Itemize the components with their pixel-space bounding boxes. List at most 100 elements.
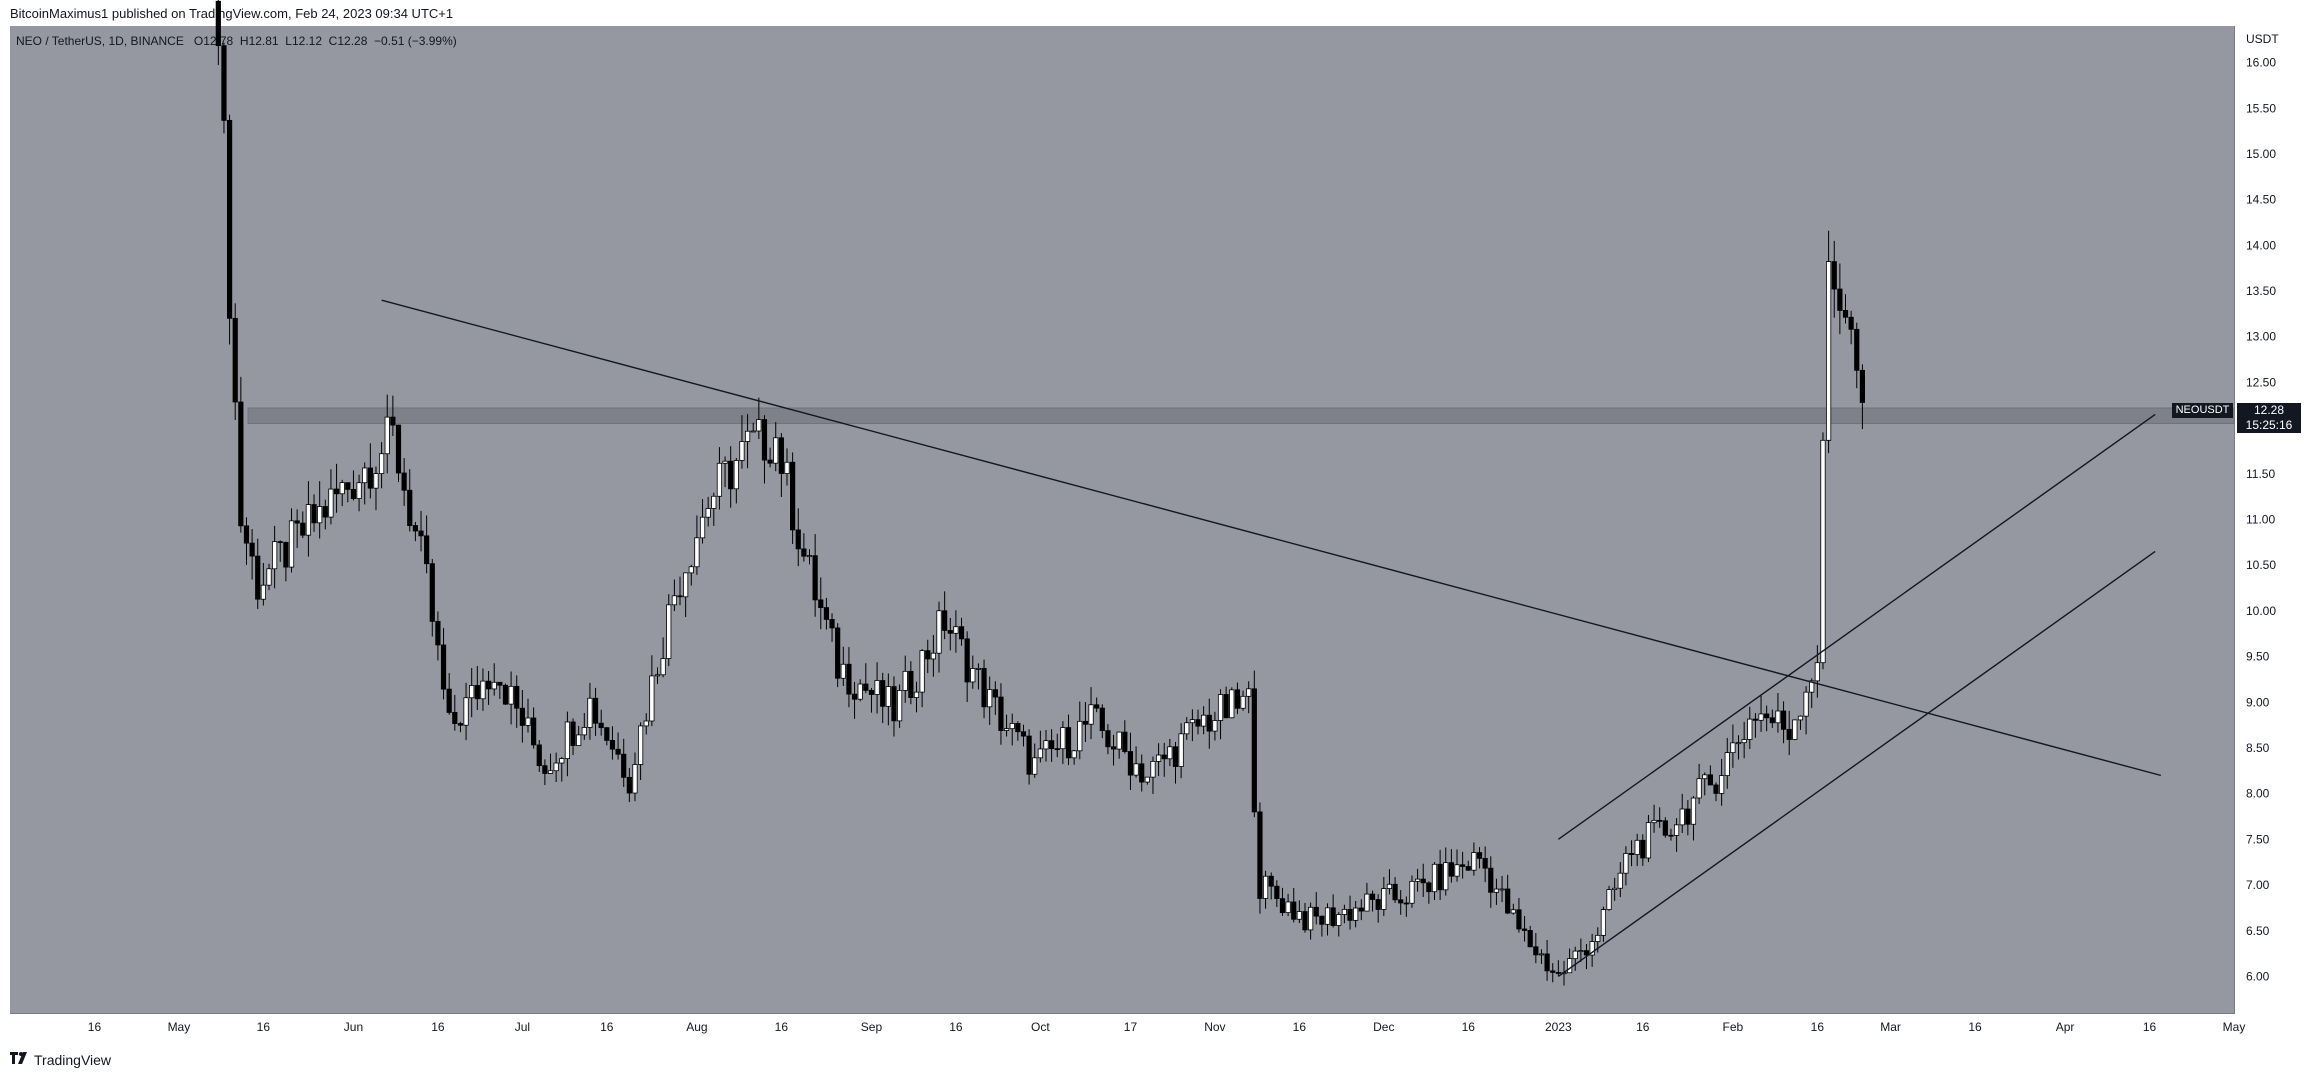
candle-up bbox=[266, 568, 272, 586]
candle-up bbox=[576, 734, 582, 746]
candle-down bbox=[243, 525, 250, 544]
candle-down bbox=[1583, 950, 1590, 956]
x-tick-label: Apr bbox=[2056, 1020, 2075, 1034]
candle-up bbox=[671, 595, 677, 606]
candle-down bbox=[232, 317, 238, 403]
candle-down bbox=[446, 688, 452, 713]
candle-up bbox=[1409, 880, 1415, 904]
candle-down bbox=[609, 740, 616, 750]
candle-down bbox=[992, 689, 998, 698]
candle-up bbox=[683, 572, 689, 598]
candle-down bbox=[1550, 970, 1556, 973]
high-value: 12.81 bbox=[248, 34, 279, 48]
candle-down bbox=[592, 697, 599, 724]
axis-unit-label: USDT bbox=[2246, 32, 2279, 46]
time-axis[interactable]: 16 May 16 Jun 16 Jul 16 Aug 16 Sep 16 Oct 17 Nov 16 Dec… bbox=[10, 1014, 2245, 1045]
candle-up bbox=[288, 520, 295, 568]
x-tick-label: Mar bbox=[1880, 1020, 1901, 1034]
candle-down bbox=[1161, 754, 1167, 760]
candle-down bbox=[1848, 316, 1854, 330]
price-axis[interactable]: 6.00 6.50 7.00 7.50 8.00 8.50 9.00 9.50 10.00 10.… bbox=[2235, 26, 2314, 1013]
candle-up bbox=[750, 430, 756, 433]
candle-up bbox=[1645, 822, 1652, 859]
y-tick-label: 13.50 bbox=[2246, 284, 2276, 298]
candle-down bbox=[255, 555, 261, 600]
candle-down bbox=[1082, 720, 1089, 725]
candle-up bbox=[913, 691, 920, 698]
candle-up bbox=[328, 488, 334, 518]
candle-up bbox=[936, 610, 942, 654]
candle-down bbox=[226, 119, 233, 319]
candle-up bbox=[660, 658, 666, 676]
candle-down bbox=[1707, 774, 1713, 786]
candle-up bbox=[1730, 742, 1736, 754]
candle-down bbox=[1831, 261, 1837, 290]
candle-down bbox=[1527, 930, 1533, 948]
y-tick-label: 7.50 bbox=[2246, 832, 2270, 846]
candle-down bbox=[846, 663, 852, 695]
candle-up bbox=[930, 652, 936, 660]
candle-down bbox=[761, 419, 768, 461]
candle-down bbox=[519, 707, 525, 726]
candle-up bbox=[1381, 888, 1387, 910]
candle-down bbox=[457, 723, 464, 726]
candle-up bbox=[1454, 864, 1460, 877]
candle-up bbox=[975, 668, 982, 670]
x-tick-label: 16 bbox=[1811, 1020, 1825, 1034]
x-tick-label: 16 bbox=[1293, 1020, 1307, 1034]
y-tick-label: 16.00 bbox=[2246, 56, 2276, 70]
candle-down bbox=[502, 684, 509, 705]
candle-down bbox=[1533, 946, 1539, 956]
candle-up bbox=[1262, 875, 1269, 899]
candle-up bbox=[1702, 774, 1708, 780]
candle-up bbox=[469, 685, 475, 699]
low-value: 12.12 bbox=[291, 34, 322, 48]
candle-down bbox=[1555, 972, 1561, 974]
candle-down bbox=[778, 437, 784, 474]
candle-up bbox=[362, 467, 368, 484]
candle-down bbox=[407, 489, 413, 526]
candle-up bbox=[705, 508, 711, 518]
trendline-descending-resistance bbox=[381, 299, 2161, 777]
candle-up bbox=[1037, 748, 1043, 759]
candle-down bbox=[1015, 723, 1021, 733]
candle-down bbox=[283, 541, 289, 568]
candle-down bbox=[429, 563, 435, 622]
last-price: 12.28 bbox=[2253, 403, 2285, 417]
candle-down bbox=[626, 776, 632, 794]
y-tick-label: 10.50 bbox=[2246, 558, 2276, 572]
candle-down bbox=[311, 504, 317, 524]
candle-down bbox=[790, 461, 796, 531]
support-zone-rect bbox=[247, 407, 2235, 425]
candle-down bbox=[1403, 902, 1409, 905]
candle-up bbox=[1167, 746, 1173, 760]
candle-down bbox=[401, 472, 407, 491]
candle-down bbox=[294, 520, 300, 524]
candle-down bbox=[474, 685, 480, 700]
close-value: 12.28 bbox=[337, 34, 368, 48]
candle-up bbox=[491, 681, 497, 690]
chart-area[interactable] bbox=[10, 26, 2235, 1014]
candle-up bbox=[1758, 713, 1764, 721]
candle-down bbox=[767, 459, 773, 464]
candle-down bbox=[452, 712, 458, 724]
candle-down bbox=[1488, 867, 1494, 893]
candle-down bbox=[925, 650, 931, 660]
candle-down bbox=[1859, 369, 1865, 403]
candle-down bbox=[851, 693, 858, 700]
candle-up bbox=[356, 482, 362, 499]
candle-up bbox=[581, 727, 587, 736]
trendlines[interactable] bbox=[381, 299, 2161, 978]
candle-up bbox=[1606, 889, 1612, 910]
candle-down bbox=[249, 542, 255, 557]
y-tick-label: 8.00 bbox=[2246, 787, 2270, 801]
candle-down bbox=[1319, 915, 1325, 925]
candle-down bbox=[835, 627, 841, 679]
x-tick-label: 2023 bbox=[1545, 1020, 1572, 1034]
candle-up bbox=[1178, 733, 1184, 767]
candle-up bbox=[722, 460, 728, 464]
candle-down bbox=[868, 689, 875, 695]
publication-header: BitcoinMaximus1 published on TradingView… bbox=[0, 0, 2314, 26]
x-tick-label: 16 bbox=[257, 1020, 271, 1034]
